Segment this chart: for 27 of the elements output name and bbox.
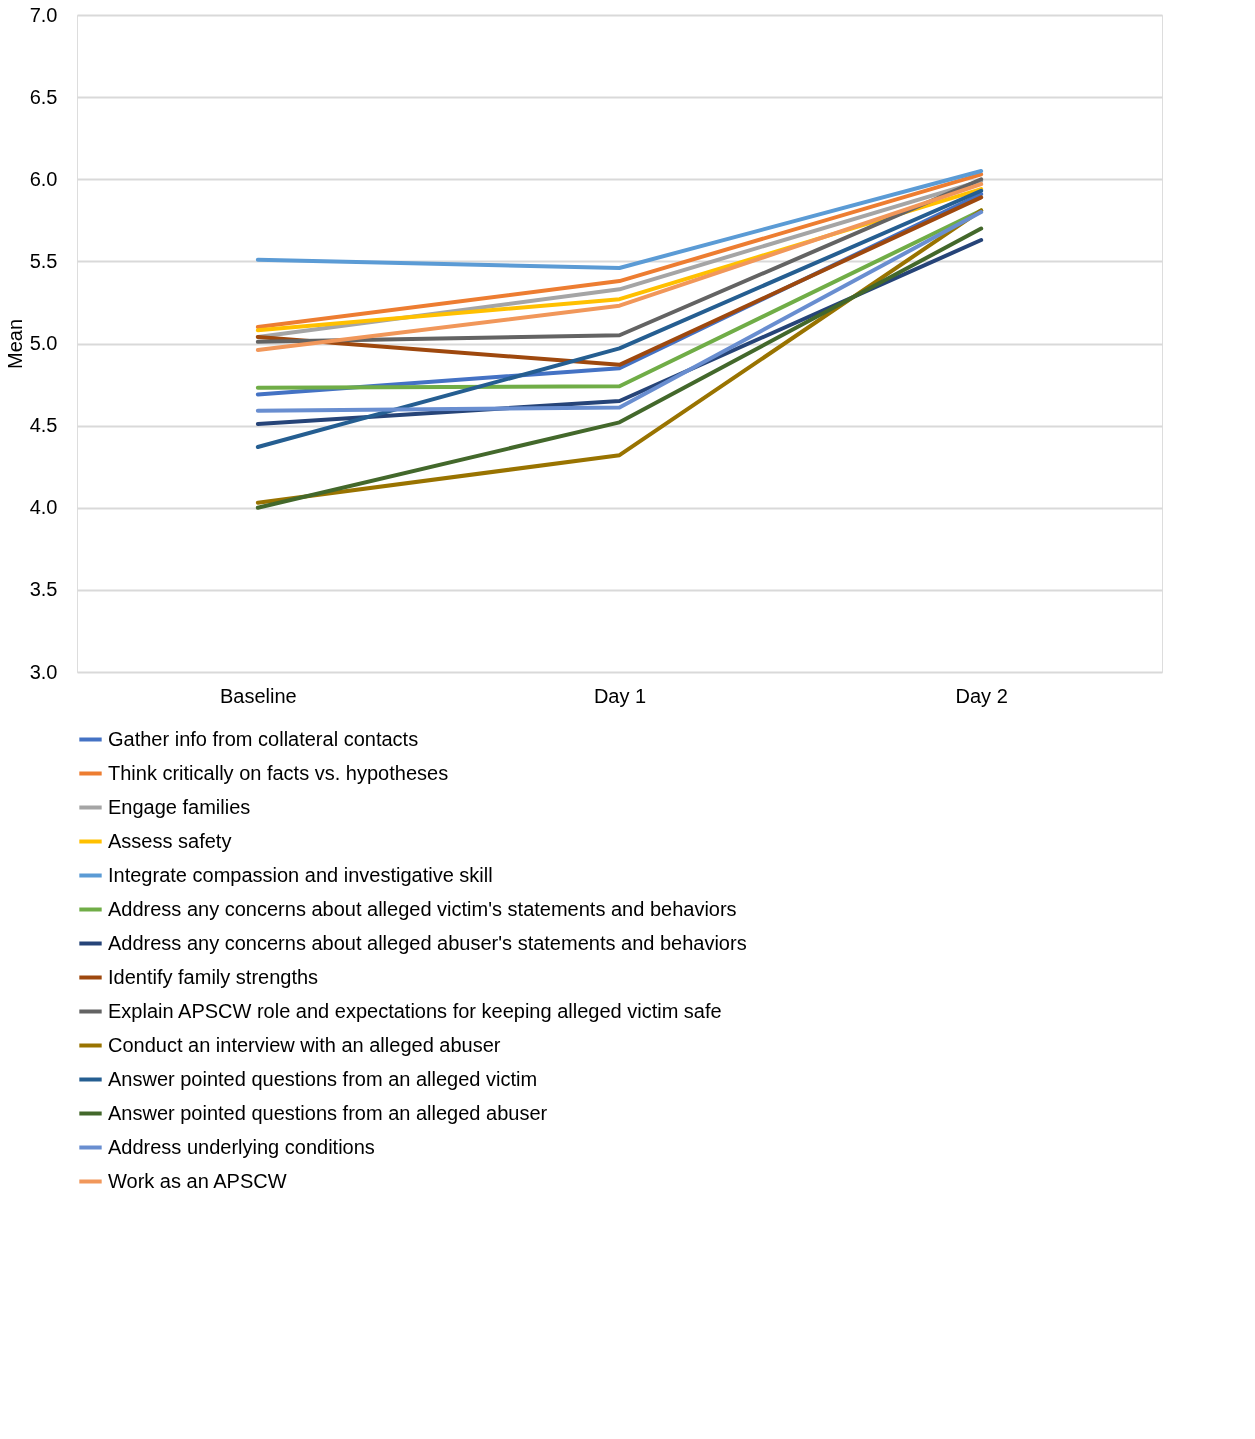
legend-label: Explain APSCW role and expectations for keeping alleged victim safe [108, 999, 722, 1022]
y-tick-label: 5.5 [29, 249, 58, 272]
y-tick-label: 4.5 [29, 414, 58, 437]
y-axis-title: Mean [3, 318, 26, 370]
legend-label: Assess safety [108, 829, 232, 852]
y-tick-label: 6.0 [29, 167, 58, 190]
y-tick-label: 4.0 [29, 496, 58, 519]
x-tick-label: Day 1 [593, 684, 647, 707]
y-tick-label: 7.0 [29, 3, 58, 26]
legend-label: Address underlying conditions [108, 1135, 375, 1158]
legend-label: Think critically on facts vs. hypotheses [108, 761, 449, 784]
y-tick-label: 6.5 [29, 85, 58, 108]
x-tick-label: Day 2 [955, 684, 1008, 707]
y-tick-label: 3.5 [29, 578, 58, 601]
legend-label: Address any concerns about alleged abuser's statements and behaviors [108, 931, 747, 954]
legend-label: Address any concerns about alleged victim's statements and behaviors [108, 897, 737, 920]
legend-label: Conduct an interview with an alleged abuser [108, 1033, 501, 1056]
y-tick-label: 3.0 [29, 660, 58, 683]
legend-label: Engage families [108, 795, 251, 818]
legend-label: Work as an APSCW [108, 1169, 287, 1192]
legend-label: Integrate compassion and investigative skill [108, 863, 493, 886]
legend-label: Answer pointed questions from an alleged victim [108, 1067, 538, 1090]
legend-label: Gather info from collateral contacts [108, 727, 419, 750]
legend-label: Identify family strengths [108, 965, 319, 988]
y-tick-label: 5.0 [29, 332, 58, 354]
legend-label: Answer pointed questions from an alleged abuser [108, 1101, 548, 1124]
x-tick-label: Baseline [219, 684, 297, 707]
